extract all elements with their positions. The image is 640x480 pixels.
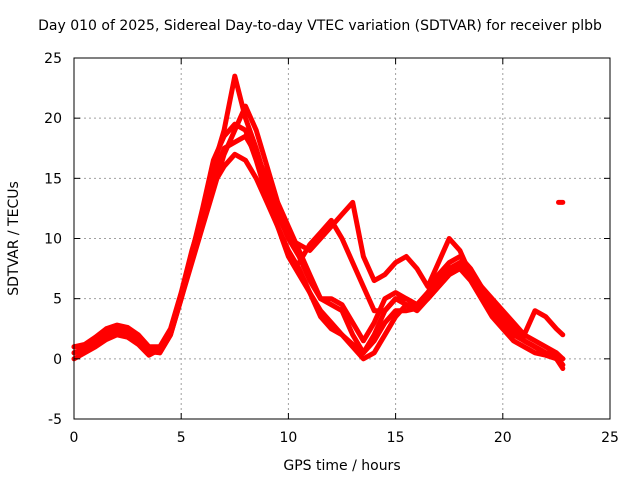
y-axis-label: SDTVAR / TECUs (6, 181, 22, 296)
x-tick-label: 20 (494, 430, 512, 446)
series-track-3 (71, 151, 566, 368)
x-tick-label: 25 (601, 430, 619, 446)
x-tick-label: 10 (279, 430, 297, 446)
series-track-2 (71, 133, 566, 368)
chart-title: Day 010 of 2025, Sidereal Day-to-day VTE… (38, 18, 602, 34)
series-track-5 (71, 121, 566, 371)
x-tick-label: 15 (387, 430, 405, 446)
data-series-group (71, 73, 566, 371)
y-tick-label: 20 (44, 111, 62, 127)
series-track-6 (296, 217, 566, 338)
x-tick-label: 5 (177, 430, 186, 446)
y-tick-label: 0 (53, 352, 62, 368)
y-tick-label: 5 (53, 292, 62, 308)
y-tick-label: 15 (44, 171, 62, 187)
x-axis-label: GPS time / hours (283, 458, 400, 474)
y-tick-label: 25 (44, 51, 62, 67)
x-tick-label: 0 (70, 430, 79, 446)
y-tick-label: -5 (48, 412, 62, 428)
y-tick-label: 10 (44, 232, 62, 248)
axis-ticks: 0 5 10 15 20 25 -5 0 5 10 15 20 25 (44, 51, 619, 446)
